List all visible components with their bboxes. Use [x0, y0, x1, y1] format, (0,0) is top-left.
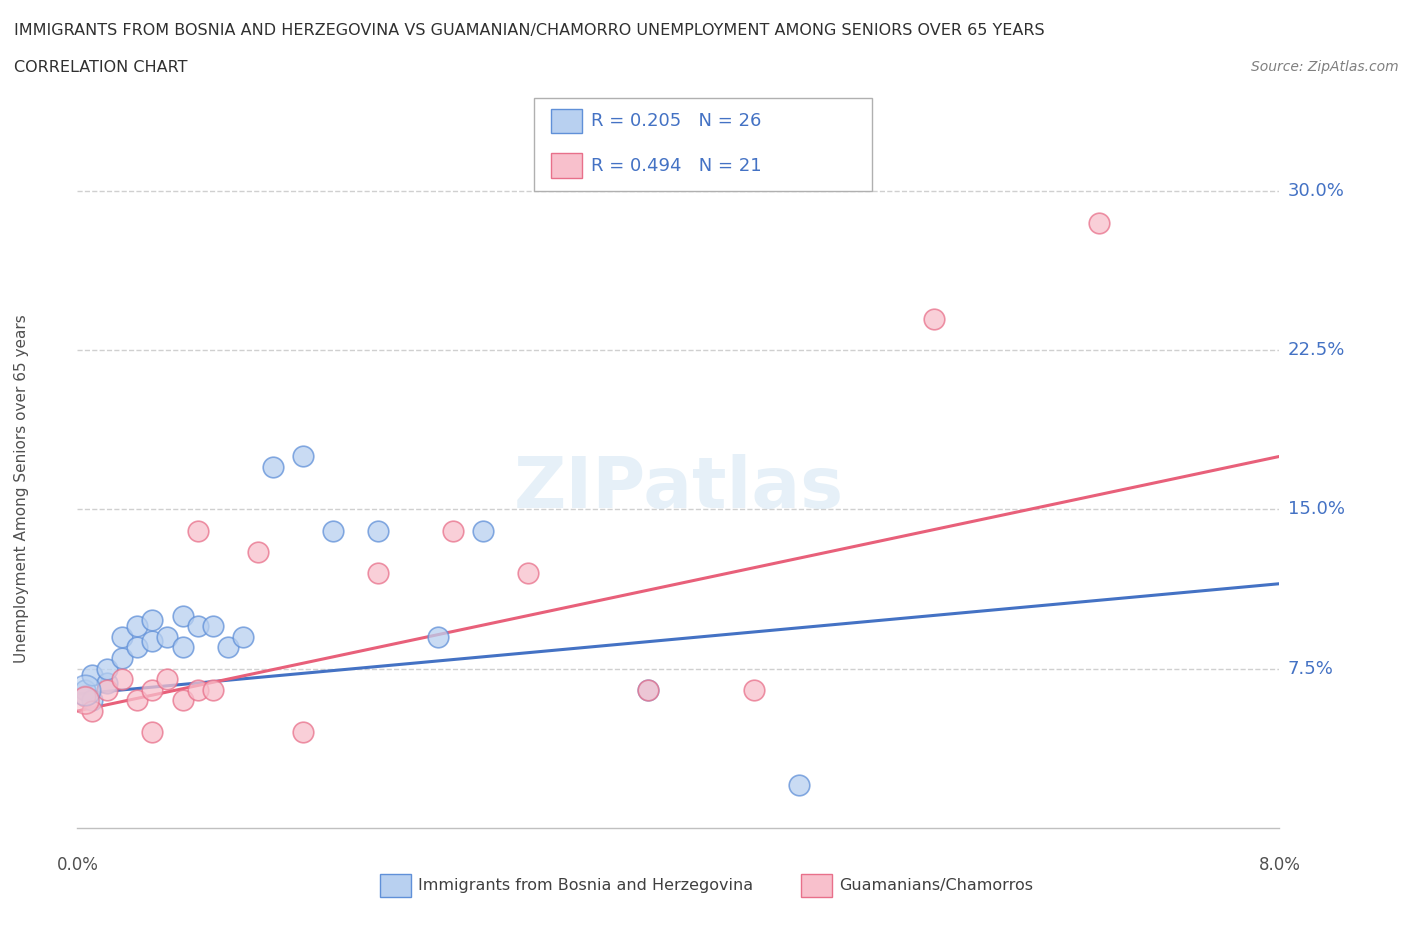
Text: 30.0%: 30.0%	[1288, 182, 1344, 200]
Point	[82, 668, 104, 683]
Point	[82, 693, 104, 708]
Point	[787, 777, 810, 792]
Point	[127, 618, 149, 633]
Point	[517, 565, 540, 580]
Point	[367, 565, 389, 580]
Point	[427, 630, 450, 644]
Text: ZIPatlas: ZIPatlas	[513, 454, 844, 523]
Point	[246, 544, 269, 559]
Point	[291, 449, 314, 464]
Text: Immigrants from Bosnia and Herzegovina: Immigrants from Bosnia and Herzegovina	[418, 878, 752, 893]
Point	[127, 693, 149, 708]
Point	[637, 683, 659, 698]
Point	[172, 693, 194, 708]
Point	[156, 671, 179, 686]
Point	[141, 612, 163, 627]
Point	[141, 724, 163, 739]
Point	[291, 724, 314, 739]
Point	[186, 618, 209, 633]
Point	[201, 618, 224, 633]
Point	[232, 630, 254, 644]
Point	[111, 651, 134, 666]
Point	[111, 630, 134, 644]
Text: Guamanians/Chamorros: Guamanians/Chamorros	[839, 878, 1033, 893]
Point	[322, 524, 344, 538]
Text: 0.0%: 0.0%	[56, 856, 98, 873]
Text: 22.5%: 22.5%	[1288, 341, 1346, 359]
Point	[156, 630, 179, 644]
Point	[172, 608, 194, 623]
Text: Unemployment Among Seniors over 65 years: Unemployment Among Seniors over 65 years	[14, 314, 28, 662]
Text: 8.0%: 8.0%	[1258, 856, 1301, 873]
Point	[96, 676, 118, 691]
Text: CORRELATION CHART: CORRELATION CHART	[14, 60, 187, 75]
Text: IMMIGRANTS FROM BOSNIA AND HERZEGOVINA VS GUAMANIAN/CHAMORRO UNEMPLOYMENT AMONG : IMMIGRANTS FROM BOSNIA AND HERZEGOVINA V…	[14, 23, 1045, 38]
Point	[172, 640, 194, 655]
Text: R = 0.205   N = 26: R = 0.205 N = 26	[591, 112, 761, 130]
Point	[441, 524, 464, 538]
Point	[73, 683, 96, 698]
Point	[472, 524, 495, 538]
Point	[217, 640, 239, 655]
Point	[922, 311, 945, 326]
Point	[73, 683, 96, 698]
Point	[186, 683, 209, 698]
Point	[111, 671, 134, 686]
Point	[262, 459, 284, 474]
Point	[367, 524, 389, 538]
Point	[141, 633, 163, 648]
Text: Source: ZipAtlas.com: Source: ZipAtlas.com	[1251, 60, 1399, 74]
Point	[201, 683, 224, 698]
Text: 7.5%: 7.5%	[1288, 659, 1334, 678]
Point	[1088, 216, 1111, 231]
Point	[127, 640, 149, 655]
Point	[186, 524, 209, 538]
Point	[82, 704, 104, 719]
Point	[73, 689, 96, 704]
Text: 15.0%: 15.0%	[1288, 500, 1346, 518]
Point	[73, 693, 96, 708]
Point	[742, 683, 765, 698]
Point	[637, 683, 659, 698]
Point	[96, 683, 118, 698]
Point	[141, 683, 163, 698]
Text: R = 0.494   N = 21: R = 0.494 N = 21	[591, 156, 761, 175]
Point	[96, 661, 118, 676]
